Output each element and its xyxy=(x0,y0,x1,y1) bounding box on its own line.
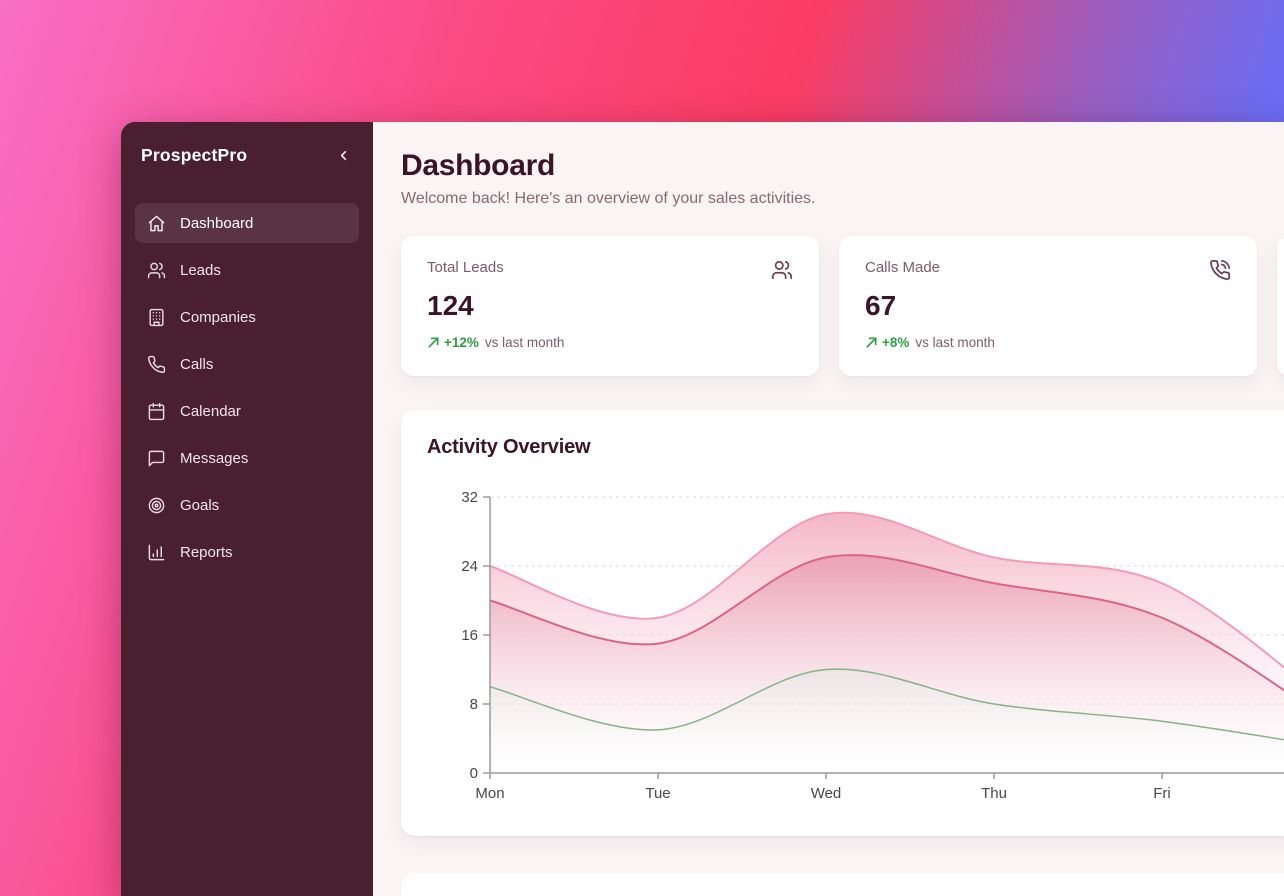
stat-delta-suffix: vs last month xyxy=(484,335,565,350)
svg-text:8: 8 xyxy=(470,696,478,713)
home-icon xyxy=(147,214,166,233)
target-icon xyxy=(147,496,166,515)
trend-up-icon xyxy=(427,336,440,349)
sidebar-item-dashboard[interactable]: Dashboard xyxy=(135,203,359,243)
bottom-card-partially-visible xyxy=(401,873,1284,896)
sidebar-item-companies[interactable]: Companies xyxy=(135,297,359,337)
sidebar-item-messages[interactable]: Messages xyxy=(135,438,359,478)
users-icon xyxy=(147,261,166,280)
sidebar-item-label: Goals xyxy=(180,496,220,514)
sidebar-nav: Dashboard Leads Companies Calls xyxy=(135,203,359,572)
sidebar-header: ProspectPro xyxy=(135,144,359,167)
svg-text:0: 0 xyxy=(470,765,478,782)
activity-area-chart: 0 8 16 24 32 Mon Tue Wed Thu Fri xyxy=(427,475,1284,814)
trend-up-icon xyxy=(865,336,878,349)
stat-delta: +12% xyxy=(427,335,479,350)
stat-value: 124 xyxy=(427,290,474,321)
sidebar-item-label: Calls xyxy=(180,355,214,373)
svg-text:Mon: Mon xyxy=(475,785,504,802)
users-icon xyxy=(771,259,793,281)
sidebar-item-reports[interactable]: Reports xyxy=(135,532,359,572)
phone-icon xyxy=(147,355,166,374)
sidebar-item-calendar[interactable]: Calendar xyxy=(135,391,359,431)
sidebar-item-label: Dashboard xyxy=(180,214,254,232)
stat-card-total-leads: Total Leads 124 +12% vs last month xyxy=(401,236,819,376)
svg-text:24: 24 xyxy=(461,558,478,575)
svg-text:Thu: Thu xyxy=(981,785,1007,802)
sidebar-collapse-button[interactable] xyxy=(332,144,355,167)
sidebar-item-label: Calendar xyxy=(180,402,241,420)
sidebar-item-label: Reports xyxy=(180,543,233,561)
stat-delta: +8% xyxy=(865,335,909,350)
calendar-icon xyxy=(147,402,166,421)
app-window: ProspectPro Dashboard Leads xyxy=(121,122,1284,896)
sidebar-item-goals[interactable]: Goals xyxy=(135,485,359,525)
page-title: Dashboard xyxy=(401,149,555,182)
stats-row: Total Leads 124 +12% vs last month xyxy=(401,236,1284,376)
sidebar: ProspectPro Dashboard Leads xyxy=(121,122,373,896)
stat-card-partially-visible xyxy=(1277,236,1284,376)
chevron-left-icon xyxy=(336,148,351,163)
sidebar-item-label: Messages xyxy=(180,449,249,467)
sidebar-item-calls[interactable]: Calls xyxy=(135,344,359,384)
svg-text:16: 16 xyxy=(461,627,478,644)
svg-text:Tue: Tue xyxy=(645,785,670,802)
page-subtitle: Welcome back! Here's an overview of your… xyxy=(401,190,816,207)
svg-text:Wed: Wed xyxy=(811,785,842,802)
stat-label: Calls Made xyxy=(865,259,941,276)
message-square-icon xyxy=(147,449,166,468)
stat-delta-suffix: vs last month xyxy=(915,335,995,350)
activity-overview-card: Activity Overview 0 8 16 24 32 Mon Tue Wed Thu Fr… xyxy=(401,410,1284,836)
phone-call-icon xyxy=(1209,259,1231,281)
bar-chart-icon xyxy=(147,543,166,562)
sidebar-item-leads[interactable]: Leads xyxy=(135,250,359,290)
building-icon xyxy=(147,308,166,327)
chart-title: Activity Overview xyxy=(427,436,591,458)
stat-card-calls-made: Calls Made 67 +8% vs last month xyxy=(839,236,1257,376)
app-logo: ProspectPro xyxy=(141,145,248,165)
sidebar-item-label: Companies xyxy=(180,308,256,326)
svg-text:32: 32 xyxy=(461,489,478,506)
stat-value: 67 xyxy=(865,290,897,321)
stat-label: Total Leads xyxy=(427,259,504,276)
sidebar-item-label: Leads xyxy=(180,261,221,279)
svg-text:Fri: Fri xyxy=(1153,785,1171,802)
main-content: Dashboard Welcome back! Here's an overvi… xyxy=(373,122,1284,896)
